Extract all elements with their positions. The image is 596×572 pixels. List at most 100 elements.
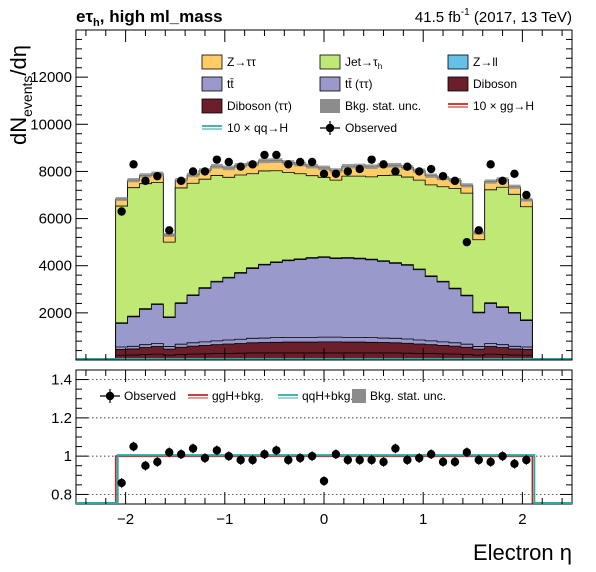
ratio-point [200,453,210,463]
observed-point [379,160,388,169]
ratio-point [307,451,317,461]
legend-swatch [320,99,340,113]
ratio-point [141,461,150,470]
ratio-point [415,453,424,463]
observed-point [391,167,400,176]
x-tick-label: 0 [320,511,328,528]
legend-label: 10 × gg→H [473,99,534,113]
legend-label: Diboson [473,77,517,91]
ratio-legend-label: qqH+bkg. [302,389,354,403]
legend-label: Z→ττ [227,55,256,69]
main-panel: 2000 4000 6000 8000 10000 12000 Z→ττ Jet→τh Z→l… [30,29,573,361]
observed-point [522,190,531,200]
ratio-legend-entry-stat: Bkg. stat. unc. [352,389,446,403]
observed-point [236,162,245,171]
ratio-legend-swatch [352,389,366,403]
ratio-legend-label: Observed [124,389,176,403]
y-axis-title-tail: /dη [6,45,31,76]
ratio-point [176,450,186,459]
ratio-axes: 0.8 1 1.2 1.4 −2 −1 0 1 2 [51,370,572,528]
stat-unc-bin [508,184,521,189]
ratio-point [236,455,245,465]
observed-point [212,155,222,164]
legend-entry-jet: Jet→τh [319,54,382,71]
observed-point [141,176,150,186]
ratio-point [426,450,436,459]
ratio-point [260,450,269,459]
ratio-point [462,448,472,457]
stat-unc-bin [460,183,473,188]
ratio-point [367,455,376,465]
channel-sub: h [93,17,100,29]
observed-point [176,176,186,186]
ratio-y-tick-label: 1.4 [51,372,72,389]
ratio-legend-label: Bkg. stat. unc. [370,389,446,403]
main-axes: 2000 4000 6000 8000 10000 12000 [30,29,573,361]
legend-label: Z→ll [473,55,498,69]
ratio-point [272,446,281,455]
stat-unc-bin [484,179,497,184]
legend-entry-zll: Z→ll [447,54,498,70]
ratio-point [212,446,222,455]
y-tick-label: 8000 [39,163,72,180]
observed-point [355,164,364,174]
legend-swatch [447,54,469,70]
observed-point [153,171,162,181]
ratio-point [379,457,388,467]
observed-point [188,167,198,176]
y-axis-title-sub: events [19,76,35,117]
stat-unc-bin [318,165,330,171]
ratio-point [474,455,483,465]
ratio-legend-label: ggH+bkg. [212,389,264,403]
ratio-panel: 0.8 1 1.2 1.4 −2 −1 0 1 2 Observed ggH+bkg. qqH+bk… [51,369,573,528]
ratio-legend-marker [105,391,115,401]
ratio-y-tick-label: 1 [64,448,72,465]
main-legend: Z→ττ Jet→τh Z→ll tt̄ tt̄ (ττ) Diboson Diboson … [201,54,534,135]
lumi-label: 41.5 fb-1 (2017, 13 TeV) [415,7,572,26]
legend-swatch [319,54,341,70]
ratio-point [486,457,495,467]
legend-swatch [447,76,469,92]
observed-point [129,160,138,169]
x-tick-label: 1 [419,511,427,528]
ratio-point [498,451,507,461]
stat-unc-bin [127,177,140,183]
observed-point [331,169,341,178]
stack-ttbar [115,257,533,361]
legend-entry-diboson_tt: Diboson (ττ) [201,98,292,114]
stat-unc-bin [425,173,438,178]
legend-swatch [201,54,223,70]
legend-label: Bkg. stat. unc. [345,99,421,113]
legend-marker [325,123,335,133]
ratio-point [391,444,400,453]
ratio-point [295,453,305,463]
observed-point [307,157,317,167]
observed-point [450,176,460,186]
ratio-point [319,476,329,486]
observed-point [260,150,269,160]
ratio-qqh-line [76,454,572,504]
stat-unc-bin [365,164,378,170]
legend-label: tt̄ (ττ) [345,77,372,91]
observed-point [248,160,257,169]
y-tick-label: 6000 [39,211,72,228]
legend-swatch [201,76,223,92]
lumi-value: 41.5 fb [415,9,461,26]
stat-unc-bin [341,163,354,169]
stat-unc-bin [270,158,283,163]
legend-label: Jet→τh [345,55,382,71]
legend-entry-ttbar: tt̄ [201,76,234,92]
observed-point [224,157,233,167]
lumi-exp: -1 [461,7,470,18]
stacked-histograms [115,158,533,361]
observed-point [117,207,126,216]
ratio-observed-points [117,441,531,488]
legend-entry-ggh: 10 × gg→H [448,99,534,113]
observed-point [415,167,424,176]
legend-swatch [319,76,341,92]
ratio-legend-entry-qqh: qqH+bkg. [278,389,354,403]
x-tick-label: −2 [117,511,134,528]
observed-point [438,171,448,181]
ratio-point [129,442,138,451]
ratio-point [343,455,353,465]
